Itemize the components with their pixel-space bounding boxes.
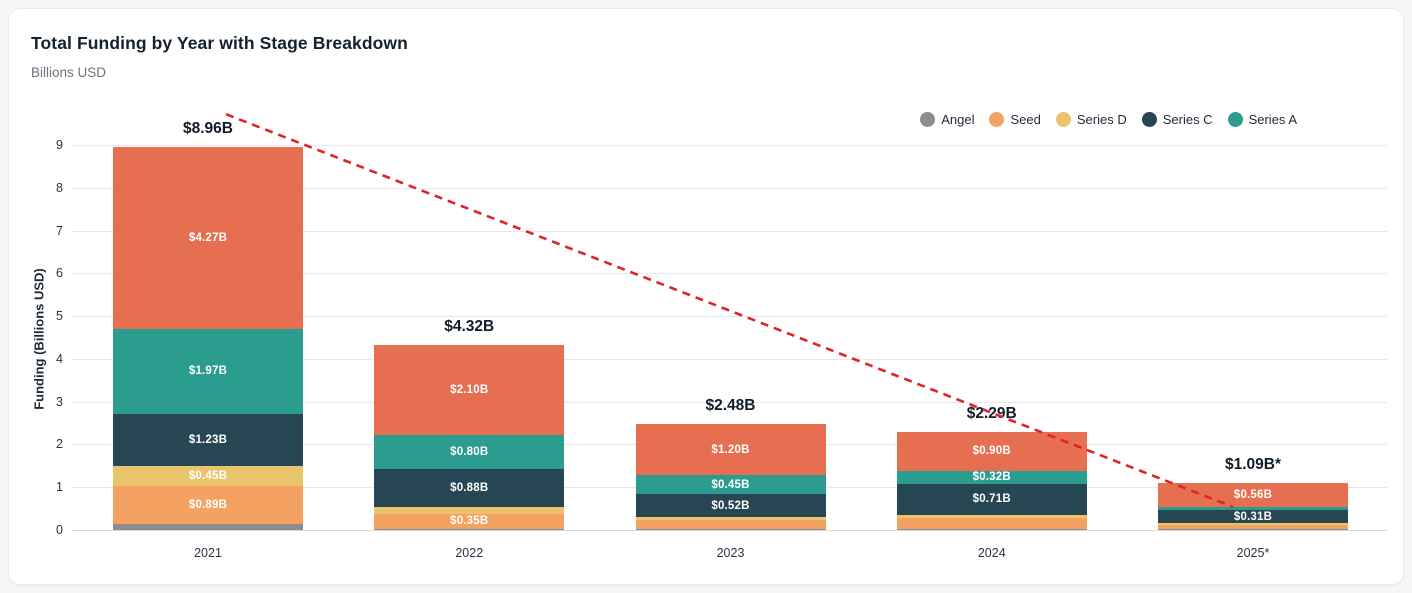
bar-segment-seed[interactable] — [896, 517, 1087, 530]
bar-segment-seed[interactable]: $0.35B — [374, 513, 565, 529]
bar-total-label: $4.32B — [444, 318, 495, 336]
segment-value-label: $0.45B — [188, 469, 228, 482]
segment-value-label: $1.20B — [711, 443, 750, 456]
bar-total-label: $8.96B — [183, 119, 233, 137]
segment-value-label: $0.71B — [972, 493, 1011, 506]
segment-value-label: $1.23B — [188, 433, 228, 446]
chart-card: Total Funding by Year with Stage Breakdo… — [8, 8, 1404, 585]
y-tick-label: 3 — [56, 394, 63, 409]
bar-segment-series-b[interactable]: $0.90B — [896, 432, 1087, 471]
y-tick-label: 2 — [56, 437, 63, 452]
grid-line — [71, 530, 1387, 531]
bar-segment-series-d[interactable] — [896, 514, 1087, 518]
bar-total-label: $1.09B* — [1224, 456, 1281, 474]
y-tick-label: 0 — [56, 523, 63, 537]
y-tick-label: 6 — [56, 266, 63, 281]
bar-segment-angel[interactable] — [896, 529, 1087, 530]
y-tick-label: 4 — [56, 351, 63, 366]
bar-segment-seed[interactable] — [635, 519, 826, 530]
segment-value-label: $0.45B — [711, 478, 750, 491]
chart-subtitle: Billions USD — [31, 65, 107, 80]
bar-segment-series-b[interactable]: $0.56B — [1158, 483, 1348, 508]
segment-value-label: $0.80B — [450, 446, 489, 459]
chart-title: Total Funding by Year with Stage Breakdo… — [31, 33, 408, 53]
bar-segment-series-c[interactable]: $0.88B — [374, 469, 565, 507]
segment-value-label: $2.10B — [450, 384, 489, 397]
segment-value-label: $0.31B — [1233, 510, 1273, 523]
bar-segment-series-d[interactable] — [635, 516, 826, 520]
segment-value-label: $0.56B — [1233, 489, 1273, 502]
segment-value-label: $0.52B — [711, 499, 750, 512]
x-axis-label: 2024 — [977, 546, 1006, 560]
bar-segment-series-c[interactable]: $0.31B — [1158, 509, 1348, 524]
bar-segment-series-c[interactable]: $1.23B — [113, 413, 303, 467]
bar-segment-series-d[interactable] — [1158, 523, 1348, 525]
y-tick-label: 7 — [56, 223, 63, 238]
segment-value-label: $0.88B — [450, 482, 489, 495]
x-axis-label: 2025* — [1236, 546, 1270, 560]
bar-segment-series-b[interactable]: $2.10B — [374, 345, 565, 436]
bar-segment-seed[interactable] — [1158, 524, 1348, 530]
bar-segment-series-a[interactable]: $0.32B — [896, 470, 1087, 485]
y-tick-label: 9 — [56, 138, 63, 152]
bar-segment-series-a[interactable]: $1.97B — [113, 329, 303, 414]
segment-value-label: $0.35B — [450, 515, 489, 528]
bar-segment-seed[interactable]: $0.89B — [113, 485, 303, 524]
segment-value-label: $4.27B — [188, 232, 228, 245]
bar-segment-series-a[interactable] — [1158, 507, 1348, 510]
bar-segment-angel[interactable] — [635, 529, 826, 530]
y-tick-label: 5 — [56, 309, 63, 324]
x-axis-label: 2021 — [194, 546, 222, 560]
segment-value-label: $0.32B — [972, 471, 1011, 484]
bar-segment-series-a[interactable]: $0.45B — [635, 475, 826, 495]
y-tick-label: 1 — [56, 480, 63, 495]
bar-segment-series-c[interactable]: $0.71B — [896, 484, 1087, 515]
bar-segment-angel[interactable] — [374, 528, 565, 530]
bar-segment-series-b[interactable]: $1.20B — [635, 423, 826, 476]
segment-value-label: $0.89B — [188, 498, 228, 511]
bar-segment-series-d[interactable] — [374, 506, 565, 514]
legend-label: Series A — [1248, 112, 1297, 127]
plot-area: 0 1 2 3 4 5 6 7 8 9 $0.89B $0.45B $1.23B $1.97B $4.27B… — [9, 9, 1403, 584]
bar-total-label: $2.29B — [966, 405, 1017, 423]
bar-segment-series-c[interactable]: $0.52B — [635, 494, 826, 517]
segment-value-label: $1.97B — [188, 365, 228, 378]
bar-segment-series-b[interactable]: $4.27B — [113, 146, 303, 330]
y-axis-title: Funding (Billions USD) — [31, 268, 47, 410]
x-axis-label: 2022 — [455, 546, 484, 560]
bar-segment-angel[interactable] — [1158, 529, 1348, 530]
segment-value-label: $0.90B — [972, 445, 1011, 458]
bar-total-label: $2.48B — [705, 396, 756, 414]
bar-segment-series-a[interactable]: $0.80B — [374, 435, 565, 470]
bar-segment-series-d[interactable]: $0.45B — [113, 466, 303, 486]
y-tick-label: 8 — [56, 180, 63, 195]
x-axis-label: 2023 — [716, 546, 745, 560]
bar-segment-angel[interactable] — [113, 523, 303, 530]
